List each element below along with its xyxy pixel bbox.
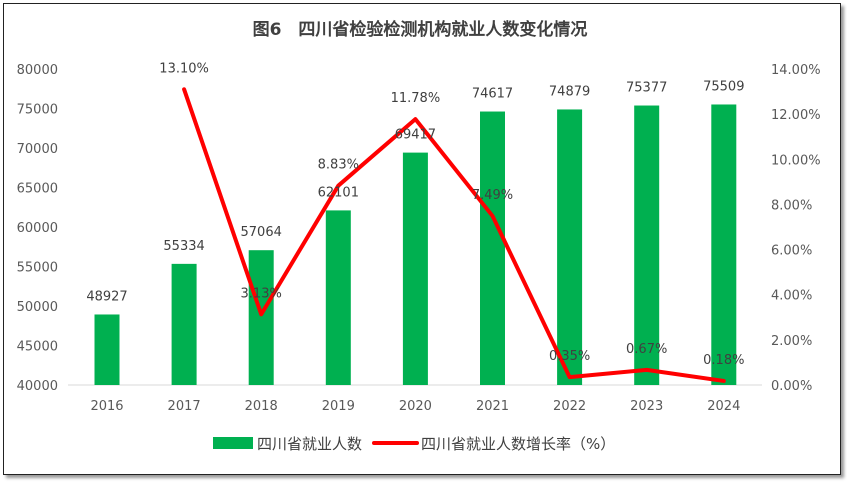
y-right-tick-label: 12.00% [771,108,821,123]
y-right-tick-label: 0.00% [771,379,812,394]
bar [634,105,660,385]
bar [325,210,351,385]
line-data-label: 0.35% [549,349,590,364]
line-data-label: 7.49% [472,188,513,203]
bar [480,111,505,386]
line-point [568,376,571,379]
bar [171,263,197,385]
y-right-tick-label: 10.00% [771,153,821,168]
line-point [491,214,494,217]
bar [557,109,583,385]
line-data-label: 0.18% [703,353,744,368]
x-tick-label: 2020 [399,399,432,414]
line-data-label: 3.13% [241,286,282,301]
y-right-tick-label: 14.00% [771,63,821,78]
y-right-tick-label: 2.00% [771,334,812,349]
bar-data-label: 69417 [395,128,436,143]
legend-label-bar: 四川省就业人数 [257,435,362,453]
x-tick-label: 2021 [476,399,509,414]
bar-data-label: 75509 [703,79,744,94]
bar [248,250,274,385]
line-point [337,184,340,187]
bar-data-label: 62101 [318,185,359,200]
y-left-tick-label: 60000 [17,221,58,236]
line-point [722,379,725,382]
bar-data-label: 48927 [86,289,127,304]
line-point [414,118,417,121]
y-right-tick-label: 8.00% [771,198,812,213]
chart-title: 图6 四川省检验检测机构就业人数变化情况 [253,19,588,40]
y-left-tick-label: 65000 [17,182,58,197]
legend-swatch-bar [213,437,253,449]
y-left-tick-label: 40000 [17,379,58,394]
y-left-tick-label: 70000 [17,142,58,157]
x-tick-label: 2022 [553,399,586,414]
y-left-tick-label: 50000 [17,300,58,315]
y-right-tick-label: 4.00% [771,289,812,304]
line-point [183,88,186,91]
bar-data-label: 75377 [626,81,667,96]
bar [94,314,120,385]
bar [402,152,428,385]
y-left-tick-label: 80000 [17,63,58,78]
x-tick-label: 2016 [90,399,123,414]
line-data-label: 0.67% [626,342,667,357]
y-left-tick-label: 45000 [17,340,58,355]
y-left-tick-label: 55000 [17,261,58,276]
bar-data-label: 57064 [241,225,282,240]
y-left-tick-label: 75000 [17,103,58,118]
bar [711,104,737,386]
line-data-label: 13.10% [159,61,209,76]
legend-label-line: 四川省就业人数增长率（%） [421,435,615,453]
x-tick-label: 2019 [322,399,355,414]
line-data-label: 11.78% [391,91,441,106]
bar-data-label: 74617 [472,87,513,102]
x-tick-label: 2023 [630,399,663,414]
y-right-tick-label: 6.00% [771,244,812,259]
bar-data-label: 74879 [549,84,590,99]
x-tick-label: 2018 [245,399,278,414]
x-tick-label: 2017 [168,399,201,414]
bar-data-label: 55334 [163,239,204,254]
line-point [260,313,263,316]
growth-rate-line [182,87,726,383]
line-point [645,368,648,371]
legend: 四川省就业人数 四川省就业人数增长率（%） [213,435,615,453]
x-tick-label: 2024 [707,399,740,414]
line-data-label: 8.83% [318,158,359,173]
